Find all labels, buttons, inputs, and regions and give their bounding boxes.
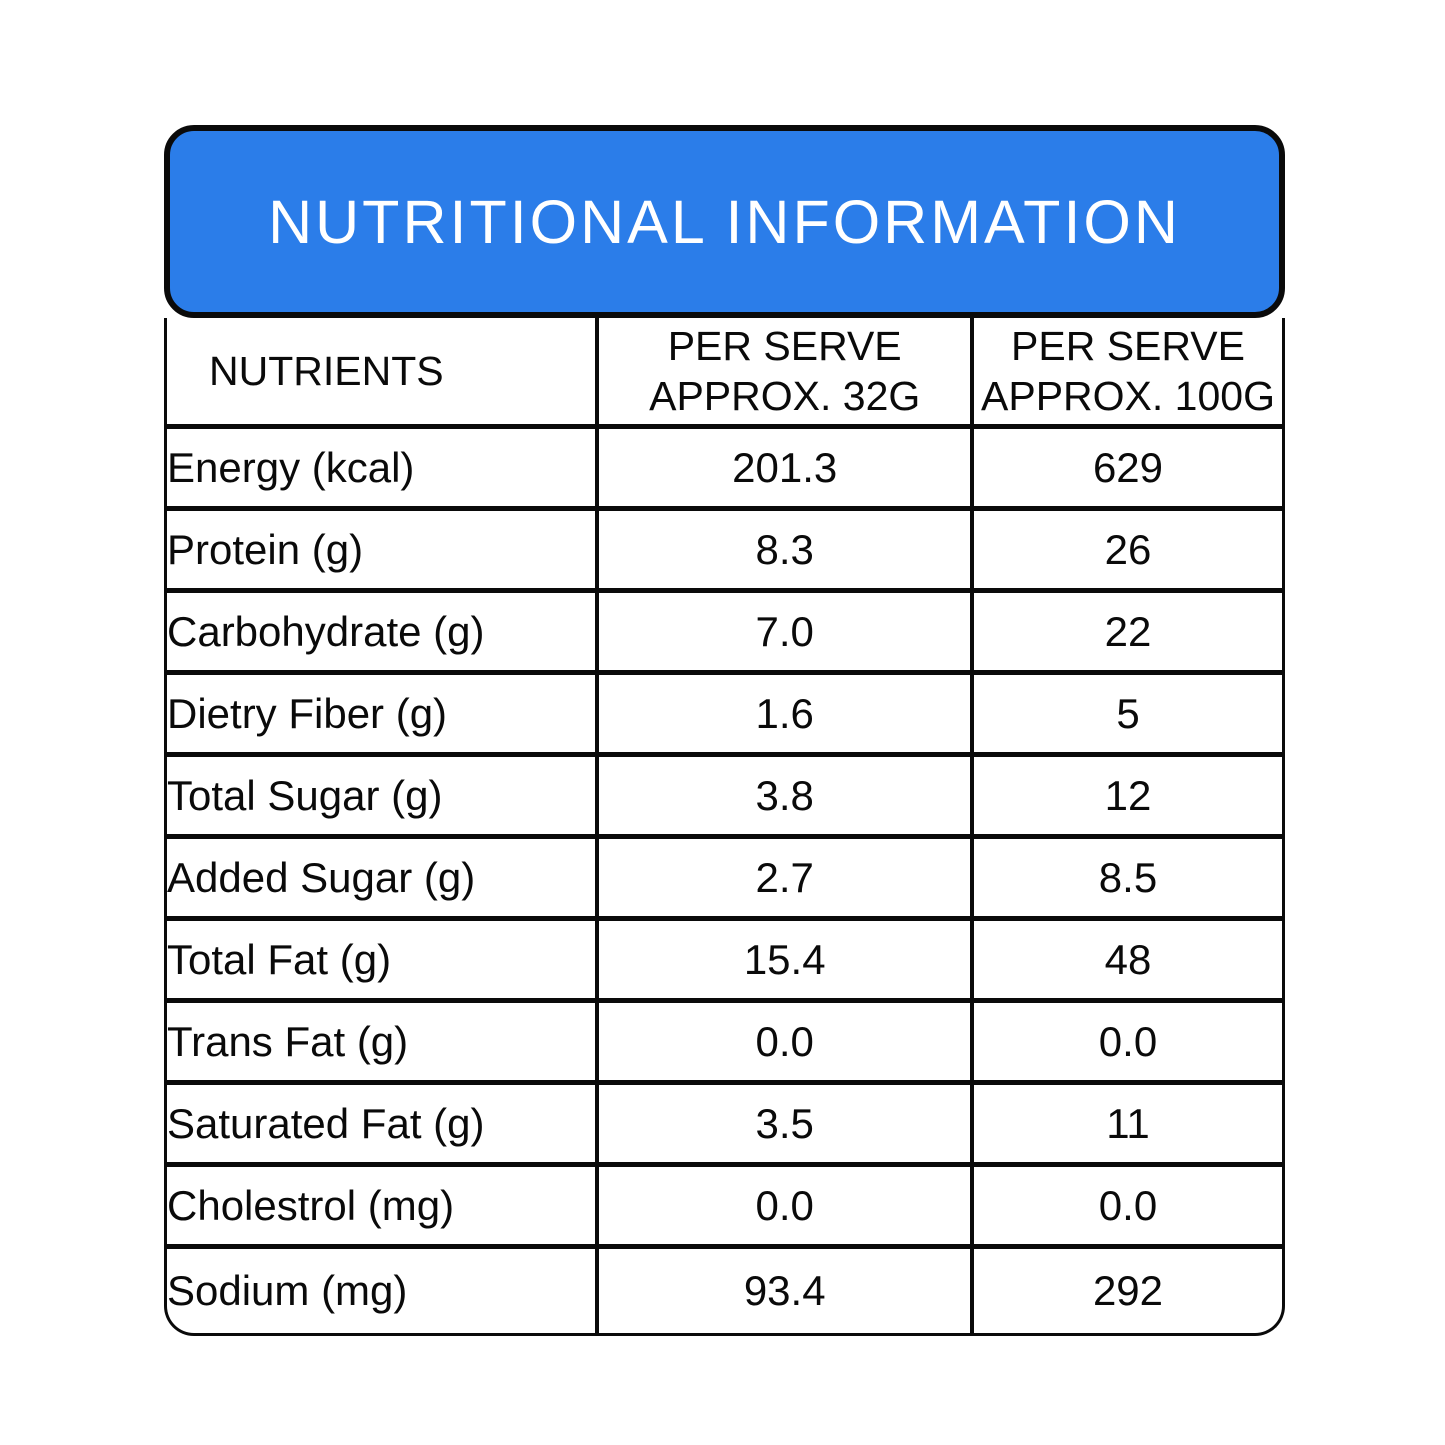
- value-per-serve-100g: 292: [970, 1244, 1282, 1333]
- nutrient-label: Total Sugar (g): [167, 752, 598, 837]
- page-title: NUTRITIONAL INFORMATION: [268, 187, 1181, 256]
- column-header-per-serve-32g: PER SERVE APPROX. 32G: [595, 318, 972, 427]
- value-per-serve-32g: 15.4: [595, 916, 972, 1001]
- nutrient-label: Saturated Fat (g): [167, 1080, 598, 1165]
- nutrient-label: Trans Fat (g): [167, 998, 598, 1083]
- nutrition-table-frame: NUTRIENTS PER SERVE APPROX. 32G PER SERV…: [164, 318, 1285, 1336]
- value-per-serve-32g: 3.5: [595, 1080, 972, 1165]
- table-row: Dietry Fiber (g) 1.6 5: [167, 670, 1282, 755]
- value-per-serve-100g: 0.0: [970, 1162, 1282, 1247]
- table-row: Protein (g) 8.3 26: [167, 506, 1282, 591]
- value-per-serve-100g: 22: [970, 588, 1282, 673]
- nutrient-label: Sodium (mg): [167, 1244, 598, 1333]
- value-per-serve-100g: 48: [970, 916, 1282, 1001]
- value-per-serve-32g: 201.3: [595, 424, 972, 509]
- table-row: Saturated Fat (g) 3.5 11: [167, 1080, 1282, 1165]
- value-per-serve-32g: 1.6: [595, 670, 972, 755]
- value-per-serve-100g: 11: [970, 1080, 1282, 1165]
- value-per-serve-32g: 0.0: [595, 1162, 972, 1247]
- value-per-serve-32g: 93.4: [595, 1244, 972, 1333]
- value-per-serve-100g: 26: [970, 506, 1282, 591]
- value-per-serve-100g: 0.0: [970, 998, 1282, 1083]
- nutrition-panel: NUTRITIONAL INFORMATION NUTRIENTS PER SE…: [164, 125, 1285, 1336]
- value-per-serve-32g: 3.8: [595, 752, 972, 837]
- value-per-serve-100g: 5: [970, 670, 1282, 755]
- value-per-serve-100g: 629: [970, 424, 1282, 509]
- table-row: Energy (kcal) 201.3 629: [167, 424, 1282, 509]
- table-header-row: NUTRIENTS PER SERVE APPROX. 32G PER SERV…: [167, 318, 1282, 427]
- table-row: Cholestrol (mg) 0.0 0.0: [167, 1162, 1282, 1247]
- value-per-serve-100g: 8.5: [970, 834, 1282, 919]
- nutrient-label: Cholestrol (mg): [167, 1162, 598, 1247]
- table-row: Sodium (mg) 93.4 292: [167, 1244, 1282, 1333]
- value-per-serve-32g: 8.3: [595, 506, 972, 591]
- column-header-nutrients: NUTRIENTS: [209, 347, 444, 394]
- value-per-serve-32g: 0.0: [595, 998, 972, 1083]
- value-per-serve-100g: 12: [970, 752, 1282, 837]
- table-row: Total Sugar (g) 3.8 12: [167, 752, 1282, 837]
- nutrient-label: Dietry Fiber (g): [167, 670, 598, 755]
- table-row: Total Fat (g) 15.4 48: [167, 916, 1282, 1001]
- table-row: Carbohydrate (g) 7.0 22: [167, 588, 1282, 673]
- nutrient-label: Protein (g): [167, 506, 598, 591]
- value-per-serve-32g: 7.0: [595, 588, 972, 673]
- table-row: Added Sugar (g) 2.7 8.5: [167, 834, 1282, 919]
- nutrient-label: Energy (kcal): [167, 424, 598, 509]
- nutrition-table: NUTRIENTS PER SERVE APPROX. 32G PER SERV…: [167, 318, 1282, 1333]
- column-header-per-serve-100g: PER SERVE APPROX. 100G: [970, 318, 1282, 427]
- nutrient-label: Total Fat (g): [167, 916, 598, 1001]
- value-per-serve-32g: 2.7: [595, 834, 972, 919]
- table-row: Trans Fat (g) 0.0 0.0: [167, 998, 1282, 1083]
- nutrient-label: Carbohydrate (g): [167, 588, 598, 673]
- nutrition-header-banner: NUTRITIONAL INFORMATION: [164, 125, 1285, 318]
- nutrient-label: Added Sugar (g): [167, 834, 598, 919]
